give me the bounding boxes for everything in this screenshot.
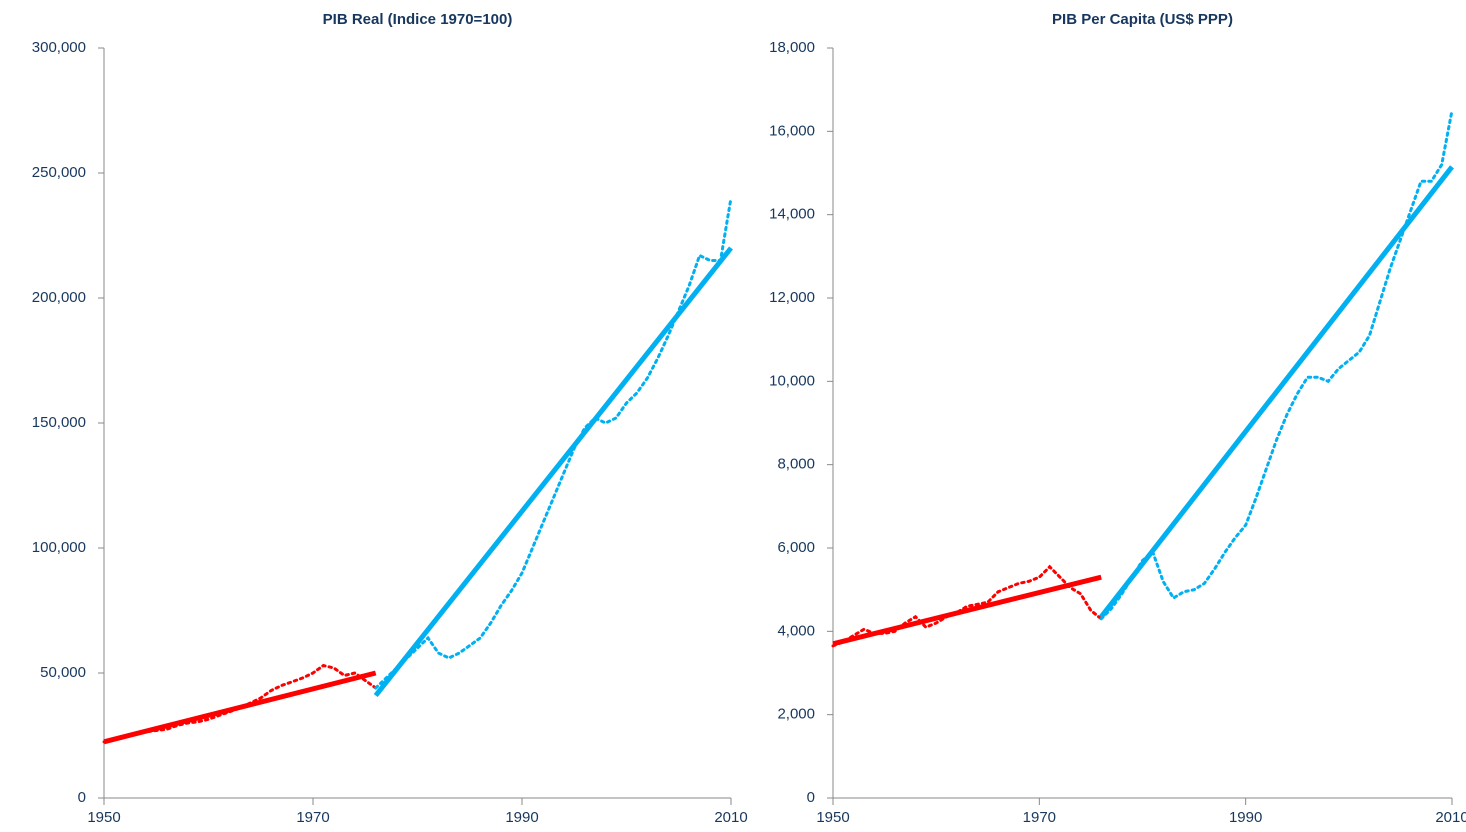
- x-tick-label: 2010: [1435, 809, 1466, 826]
- y-tick-label: 0: [807, 789, 815, 806]
- x-tick-label: 1950: [87, 809, 120, 826]
- y-tick-label: 12,000: [769, 289, 815, 306]
- x-tick-label: 1970: [296, 809, 329, 826]
- trend-line: [103, 670, 377, 745]
- x-tick-label: 1950: [816, 809, 849, 826]
- y-tick-label: 16,000: [769, 122, 815, 139]
- y-tick-label: 150,000: [32, 414, 86, 431]
- x-tick-label: 1990: [505, 809, 538, 826]
- y-tick-label: 300,000: [32, 39, 86, 56]
- y-tick-label: 8,000: [777, 456, 815, 473]
- y-tick-label: 18,000: [769, 39, 815, 56]
- y-tick-label: 0: [78, 789, 86, 806]
- trend-line: [1099, 165, 1454, 619]
- x-tick-label: 1970: [1023, 809, 1056, 826]
- x-tick-label: 1990: [1229, 809, 1262, 826]
- trend-line: [832, 574, 1102, 647]
- dotted-series: [374, 196, 733, 690]
- y-tick-label: 200,000: [32, 289, 86, 306]
- y-tick-label: 250,000: [32, 164, 86, 181]
- chart-title: PIB Real (Indice 1970=100): [323, 11, 513, 28]
- y-tick-label: 6,000: [777, 539, 815, 556]
- y-tick-label: 2,000: [777, 706, 815, 723]
- dotted-series: [831, 564, 1103, 648]
- y-tick-label: 50,000: [40, 664, 86, 681]
- y-tick-label: 10,000: [769, 372, 815, 389]
- y-tick-label: 4,000: [777, 622, 815, 639]
- x-tick-label: 2010: [714, 809, 747, 826]
- chart-title: PIB Per Capita (US$ PPP): [1052, 11, 1233, 28]
- y-tick-label: 100,000: [32, 539, 86, 556]
- y-tick-label: 14,000: [769, 206, 815, 223]
- trend-line: [373, 246, 733, 698]
- dotted-series: [1099, 109, 1454, 621]
